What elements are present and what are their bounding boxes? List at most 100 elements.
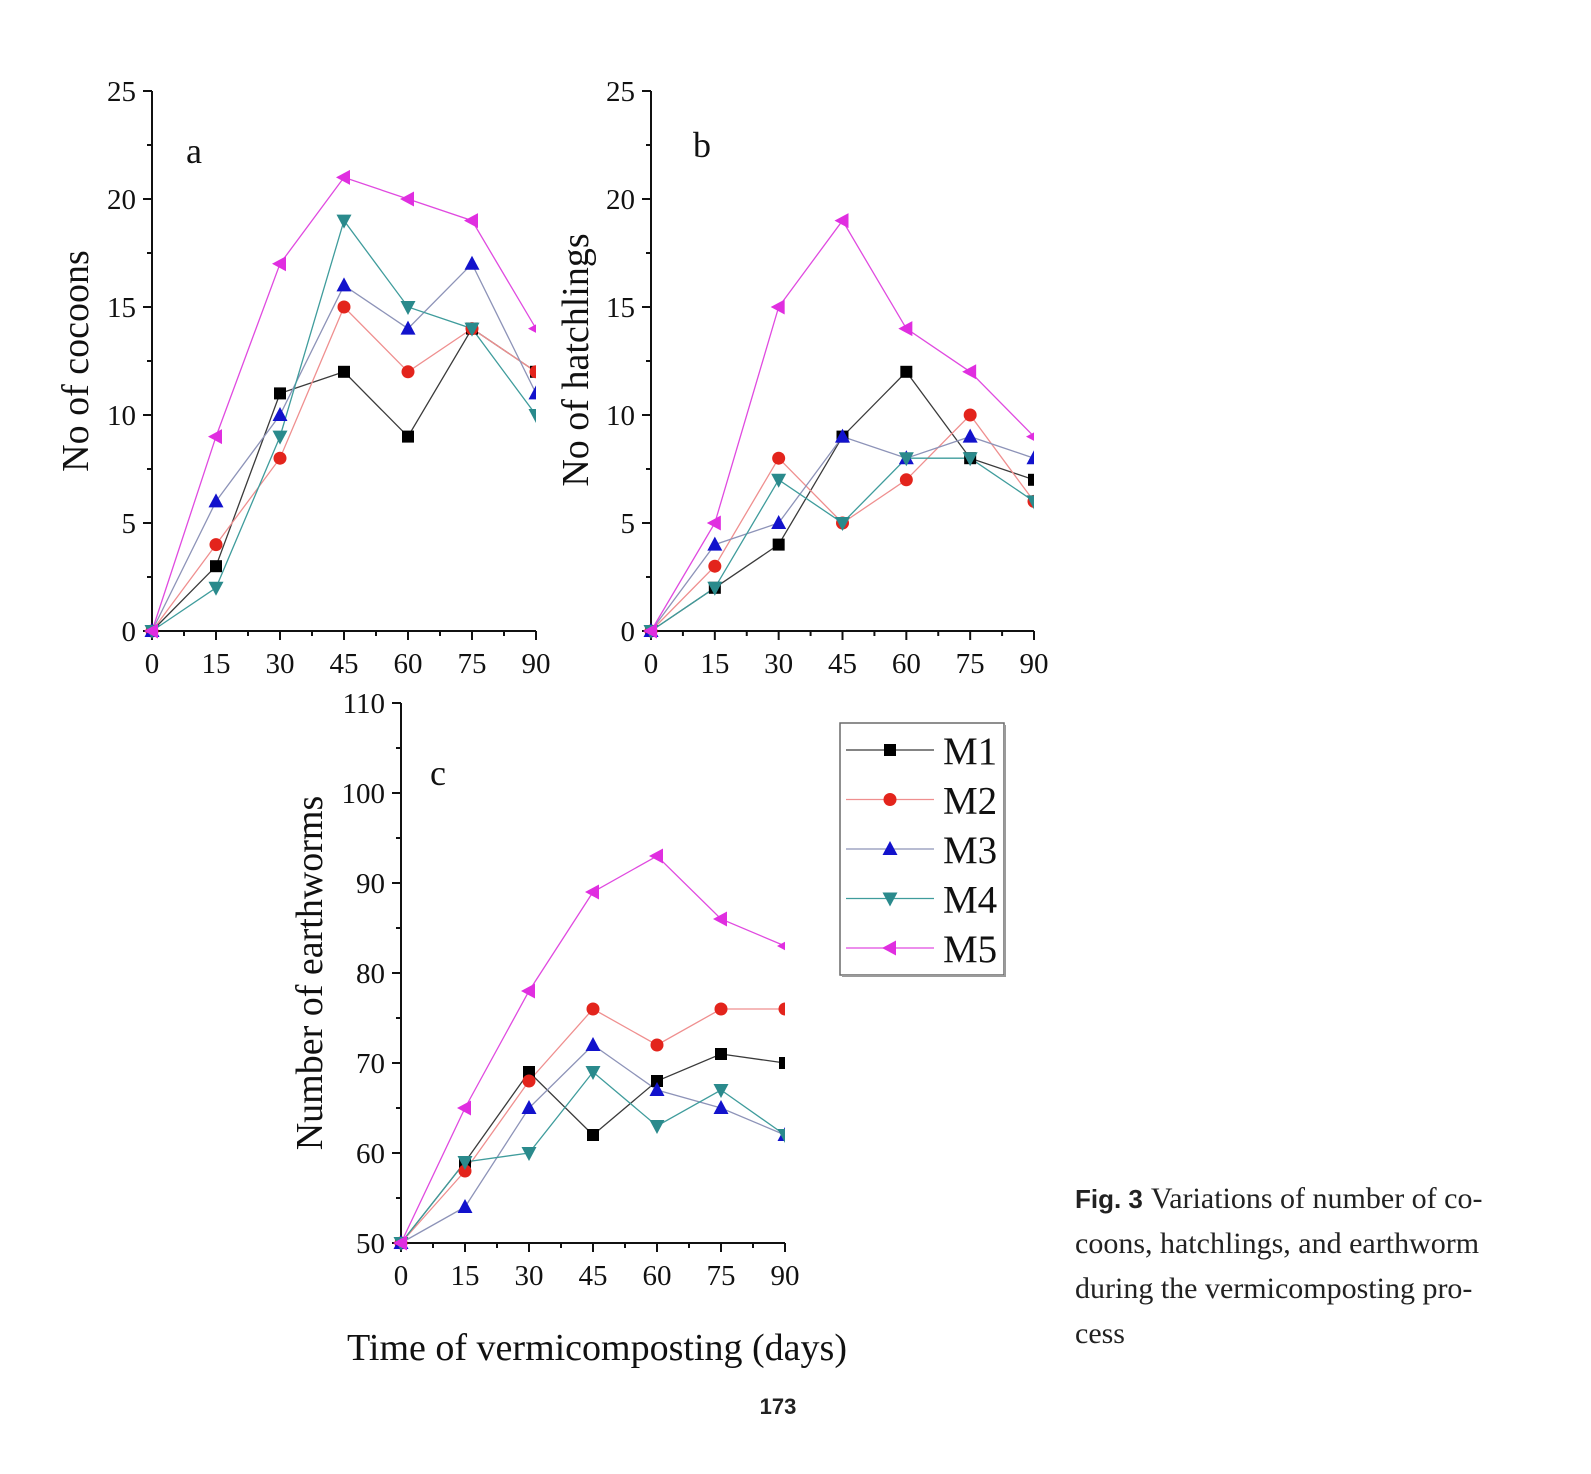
data-point-M2-x75 [963, 408, 977, 422]
y-axis-title-earthworms: Number of earthworms [289, 796, 331, 1151]
x-tick-label: 90 [771, 1260, 800, 1292]
data-point-M5-x60 [400, 191, 414, 207]
data-point-M1-x30 [523, 1066, 535, 1078]
y-tick-label: 20 [107, 184, 136, 216]
legend-marker-M5 [882, 940, 896, 956]
x-tick-label: 0 [394, 1260, 409, 1292]
x-tick-label: 0 [644, 648, 659, 680]
series-line-M1 [400, 1053, 785, 1244]
legend-label-M3: M3 [943, 829, 997, 872]
plot-area [643, 213, 1034, 639]
page-number: 173 [760, 1394, 797, 1419]
data-point-M5-x60 [898, 321, 913, 337]
x-axis-title-time: Time of vermicomposting (days) [347, 1327, 847, 1369]
data-point-M3-x90 [1026, 450, 1034, 465]
data-point-M5-x15 [208, 429, 222, 445]
data-point-M4-x60 [898, 452, 914, 467]
data-point-M3-x60 [400, 320, 416, 335]
caption-line-4: cess [1075, 1317, 1125, 1350]
data-point-M5-x60 [649, 848, 663, 864]
panel-label-a: a [186, 131, 202, 171]
x-tick-label: 30 [764, 648, 793, 680]
y-tick-label: 5 [122, 508, 137, 540]
data-point-M5-x0 [144, 623, 158, 639]
y-tick-label: 10 [107, 400, 136, 432]
data-point-M1-x75 [715, 1048, 727, 1060]
data-point-M5-x45 [585, 884, 599, 900]
data-point-M2-x60 [899, 473, 913, 487]
series-line-M5 [650, 219, 1034, 632]
data-point-M3-x15 [208, 493, 224, 508]
x-tick-label: 45 [828, 648, 857, 680]
data-point-M5-x90 [528, 324, 536, 333]
legend-marker-M1 [884, 744, 896, 756]
y-tick-label: 90 [356, 868, 385, 900]
legend-marker-M2 [883, 793, 897, 806]
legend-label-M2: M2 [943, 780, 997, 823]
data-point-M1-x45 [587, 1129, 599, 1141]
data-point-M4-x30 [272, 430, 288, 445]
data-point-M2-x30 [522, 1074, 536, 1088]
y-tick-label: 100 [342, 778, 386, 810]
x-tick-label: 0 [145, 648, 160, 680]
data-point-M1-x30 [772, 538, 785, 551]
x-tick-label: 30 [266, 648, 295, 680]
caption-line-2: coons, hatchlings, and earthworm [1075, 1227, 1479, 1260]
legend-label-M1: M1 [943, 730, 997, 773]
figure-label: Fig. 3 [1075, 1184, 1143, 1214]
data-point-M3-x45 [336, 277, 352, 292]
data-point-M5-x90 [1026, 432, 1034, 441]
data-point-M4-x90 [528, 409, 536, 423]
data-point-M1-x15 [210, 560, 222, 573]
data-point-M4-x90 [1026, 495, 1034, 510]
legend-label-M4: M4 [943, 879, 997, 922]
plot-area [393, 848, 785, 1251]
data-point-M5-x15 [457, 1100, 471, 1116]
legend-marker-M3 [882, 841, 898, 855]
y-tick-label: 0 [122, 616, 137, 648]
data-point-M4-x45 [336, 214, 352, 229]
data-point-M3-x60 [649, 1082, 665, 1096]
data-point-M1-x90 [779, 1057, 785, 1069]
x-tick-label: 60 [892, 648, 921, 680]
series-line-M5 [151, 176, 536, 632]
data-point-M4-x75 [962, 452, 978, 467]
data-point-M3-x75 [713, 1100, 729, 1114]
y-tick-label: 25 [107, 76, 136, 108]
y-axis-title-hatchlings: No of hatchlings [555, 233, 597, 486]
data-point-M5-x0 [643, 623, 657, 639]
data-point-M2-x60 [650, 1038, 664, 1052]
data-point-M4-x15 [707, 581, 723, 596]
data-point-M1-x90 [1028, 473, 1034, 486]
data-point-M2-x90 [529, 365, 536, 379]
caption-line-1: Fig. 3 Variations of number of co- [1075, 1182, 1482, 1215]
data-point-M4-x60 [400, 301, 416, 315]
data-point-M5-x45 [336, 169, 350, 185]
legend-marker-M4 [882, 892, 898, 907]
data-point-M1-x30 [274, 387, 286, 400]
y-tick-label: 5 [621, 508, 636, 540]
y-tick-label: 15 [107, 292, 136, 324]
data-point-M2-x15 [708, 559, 722, 573]
y-tick-label: 10 [606, 400, 635, 432]
y-tick-label: 15 [606, 292, 635, 324]
y-tick-label: 25 [606, 76, 635, 108]
data-point-M5-x0 [393, 1235, 407, 1251]
data-point-M3-x30 [521, 1100, 537, 1114]
data-point-M2-x45 [586, 1002, 600, 1016]
x-tick-label: 15 [700, 648, 729, 680]
x-tick-label: 90 [1020, 648, 1049, 680]
data-point-M2-x30 [772, 451, 786, 465]
data-point-M5-x90 [777, 941, 785, 951]
y-tick-label: 20 [606, 184, 635, 216]
data-point-M1-x60 [900, 365, 913, 378]
data-point-M4-x15 [208, 581, 224, 596]
data-point-M5-x30 [770, 299, 785, 315]
data-point-M1-x45 [338, 365, 350, 378]
data-point-M4-x15 [457, 1156, 473, 1170]
data-point-M1-x60 [402, 430, 414, 443]
panel-label-c: c [430, 753, 446, 793]
chart-c-earthworms: c Number of earthworms Time of vermicomp… [289, 688, 847, 1369]
chart-b-hatchlings: b No of hatchlings 0 5 10 15 20 25 0 15 30 45 60 75… [555, 76, 1049, 680]
